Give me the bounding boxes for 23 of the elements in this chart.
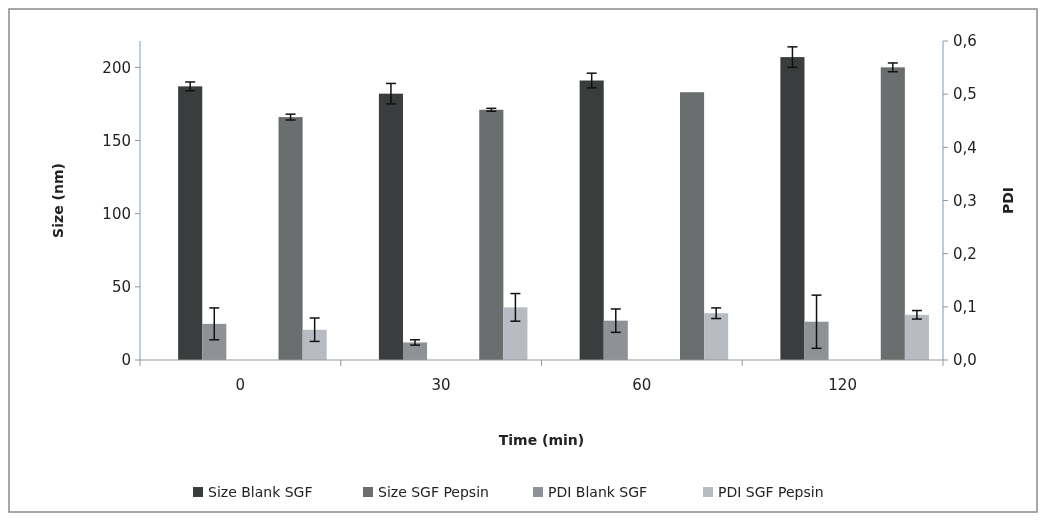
y-tick-label: 0 xyxy=(121,351,131,370)
y-tick-label: 200 xyxy=(102,58,131,77)
y-tick-label: 50 xyxy=(111,278,131,297)
legend-label: Size SGF Pepsin xyxy=(378,484,489,500)
x-tick-label: 0 xyxy=(235,376,246,394)
y2-tick-label: 0,0 xyxy=(953,351,977,370)
x-tick-label: 120 xyxy=(828,376,857,394)
legend-label: Size Blank SGF xyxy=(208,484,313,500)
y2-tick-label: 0,4 xyxy=(953,138,977,157)
x-axis-title: Time (min) xyxy=(498,432,585,448)
y2-tick-label: 0,5 xyxy=(953,85,977,104)
y2-tick-label: 0,2 xyxy=(953,244,977,263)
y-tick-label: 150 xyxy=(102,131,131,150)
y2-tick-label: 0,3 xyxy=(953,191,977,210)
y-axis-title: Size (nm) xyxy=(50,163,66,238)
y2-tick-label: 0,6 xyxy=(953,32,977,51)
x-tick-label: 30 xyxy=(431,376,451,394)
legend-label: PDI Blank SGF xyxy=(548,484,648,500)
legend-label: PDI SGF Pepsin xyxy=(718,484,824,500)
y2-axis-title: PDI xyxy=(1000,186,1016,215)
x-tick-label: 60 xyxy=(632,376,652,394)
y-tick-label: 100 xyxy=(102,204,131,223)
y2-tick-label: 0,1 xyxy=(953,298,977,317)
